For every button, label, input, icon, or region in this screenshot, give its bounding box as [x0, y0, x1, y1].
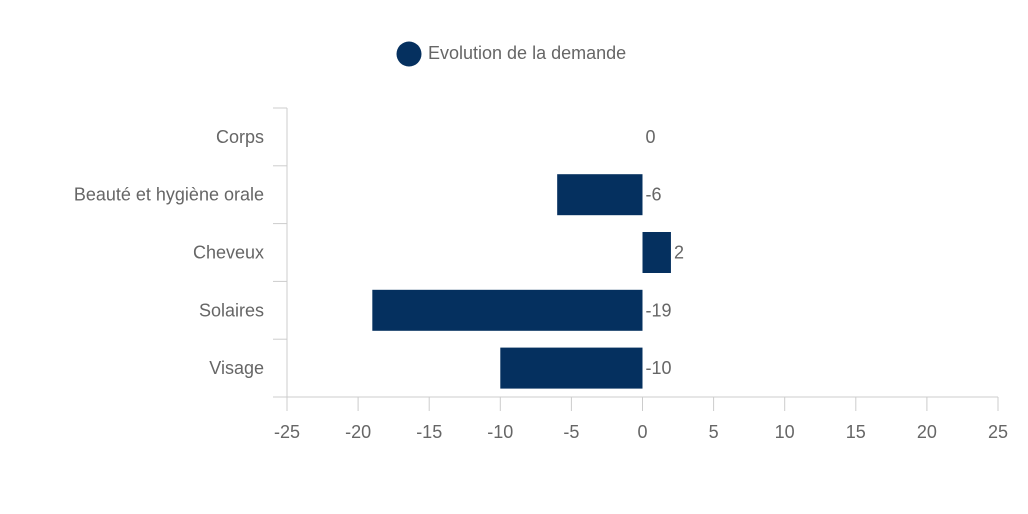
x-tick-label: -5 [563, 422, 579, 442]
x-tick-label: 5 [709, 422, 719, 442]
category-label: Beauté et hygiène orale [74, 185, 264, 205]
x-tick-label: -20 [345, 422, 371, 442]
bar [557, 174, 643, 216]
x-tick-label: 15 [846, 422, 866, 442]
x-tick-label: -15 [416, 422, 442, 442]
x-tick-label: 0 [637, 422, 647, 442]
data-label: -6 [646, 185, 662, 205]
data-label: 0 [646, 127, 656, 147]
bar [372, 289, 643, 331]
data-label: -19 [646, 300, 672, 320]
data-label: -10 [646, 358, 672, 378]
x-tick-label: -25 [274, 422, 300, 442]
legend[interactable]: Evolution de la demande [396, 41, 627, 67]
x-tick-label: 25 [988, 422, 1008, 442]
legend-marker [396, 41, 422, 67]
x-tick-label: 20 [917, 422, 937, 442]
plot-area: -25 -20 -15 -10 -5 0 5 10 15 20 25 Corps 0 Beauté et … [74, 107, 1008, 442]
bar [500, 347, 643, 389]
category-label: Cheveux [193, 243, 264, 263]
category-label: Corps [216, 127, 264, 147]
legend-label: Evolution de la demande [428, 43, 626, 63]
x-tick-label: -10 [487, 422, 513, 442]
category-label: Solaires [199, 300, 264, 320]
data-label: 2 [674, 243, 684, 263]
x-tick-label: 10 [775, 422, 795, 442]
category-label: Visage [209, 358, 264, 378]
bar [642, 232, 671, 273]
